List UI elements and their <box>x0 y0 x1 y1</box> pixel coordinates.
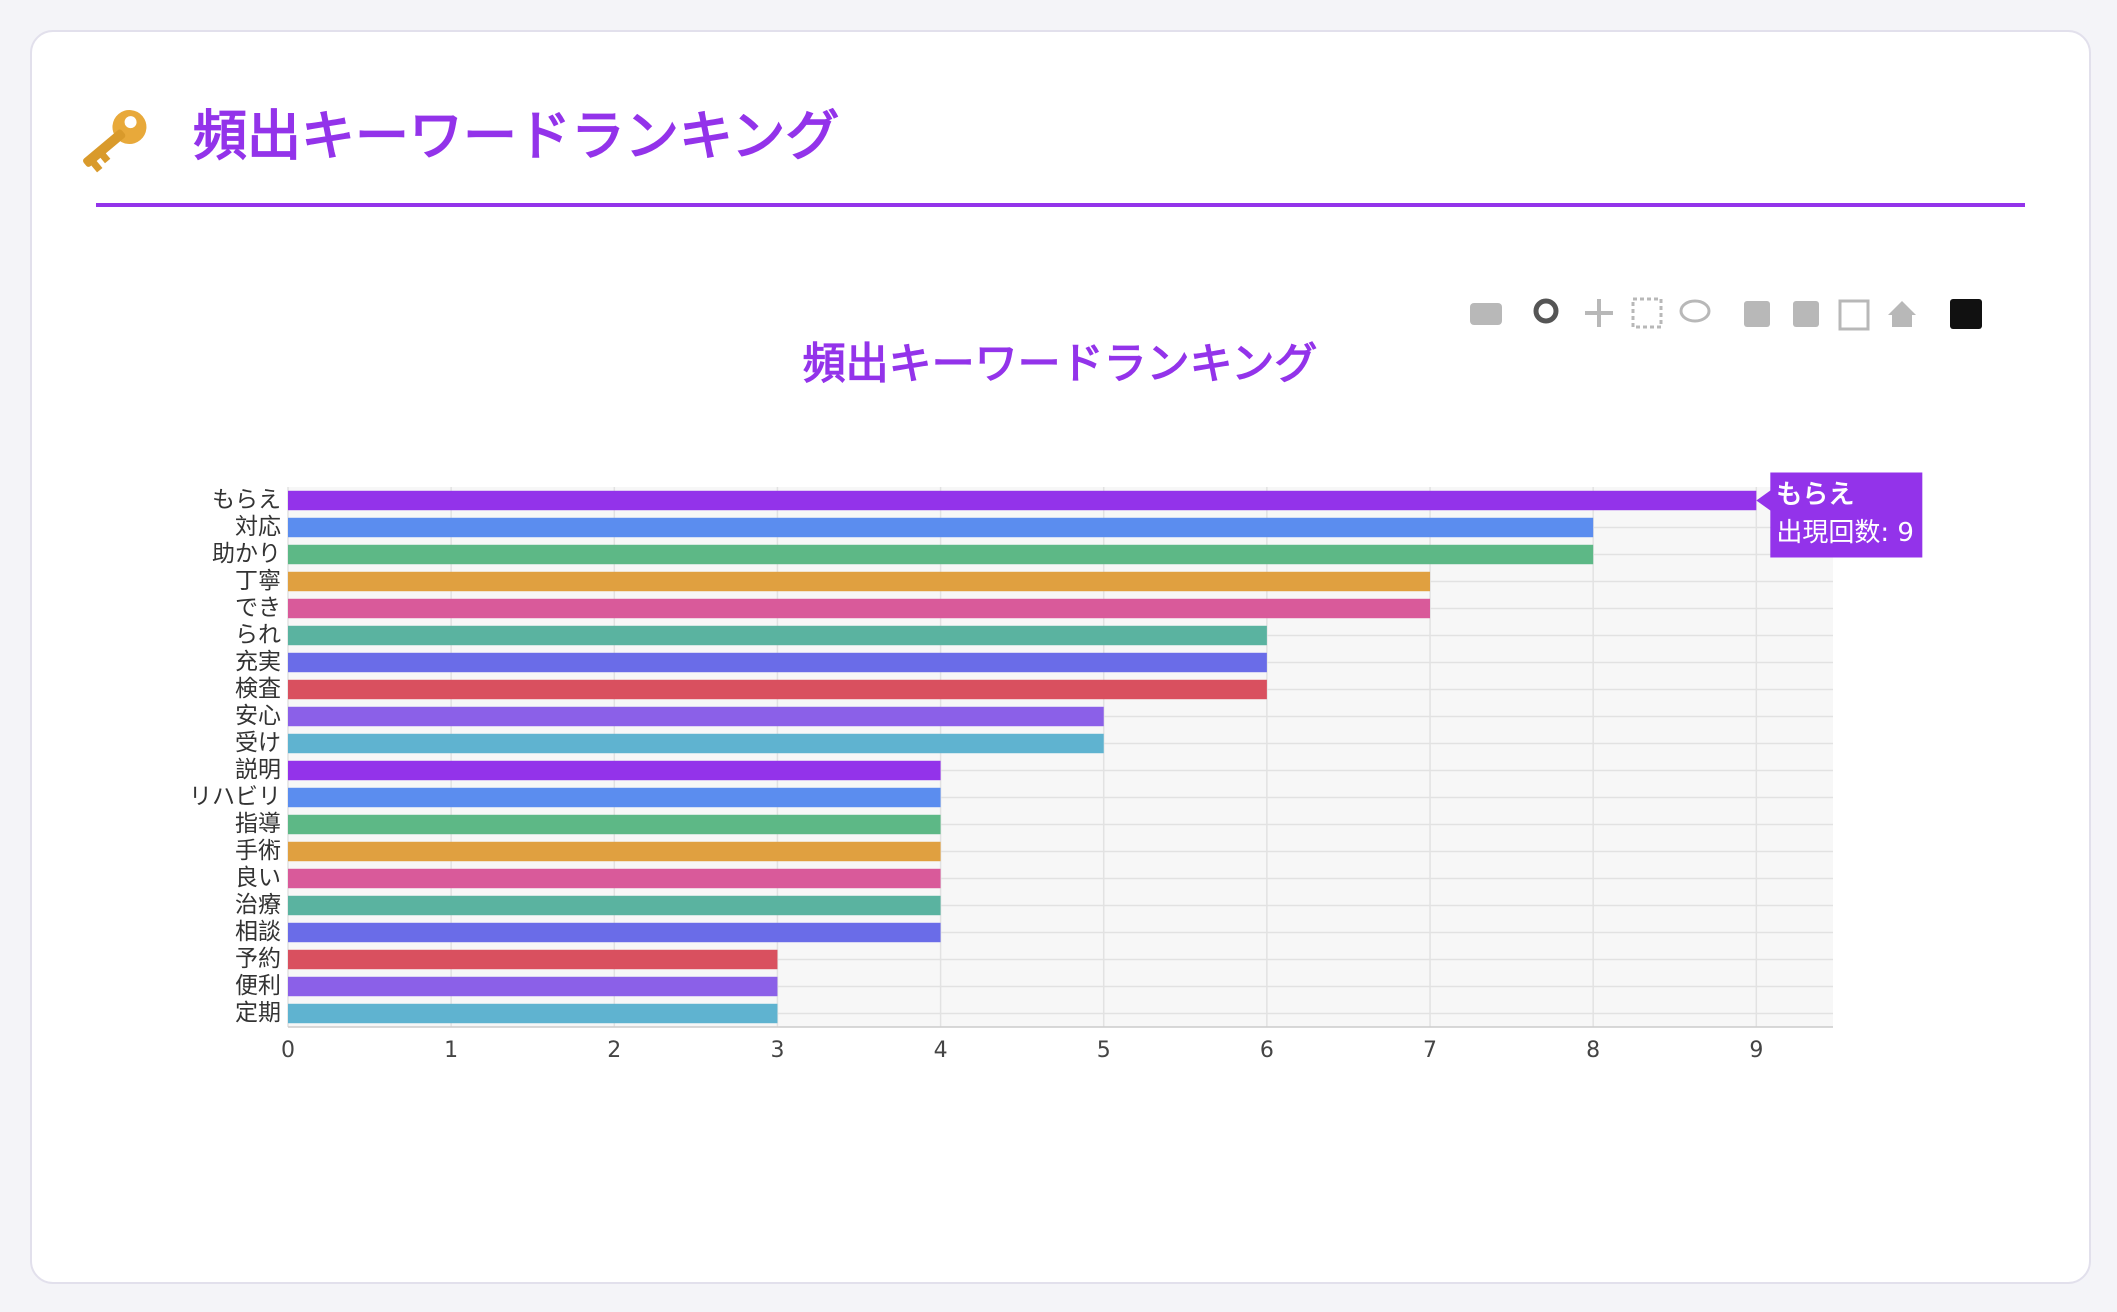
y-tick-label: もらえ <box>212 487 281 513</box>
lasso-button[interactable] <box>1679 299 1711 323</box>
bar <box>288 841 941 862</box>
x-tick-label: 6 <box>1260 1038 1274 1063</box>
x-tick-label: 2 <box>607 1038 621 1063</box>
tooltip-box <box>1756 472 1923 558</box>
y-tick-label: られ <box>235 622 281 648</box>
y-tick-label: 安心 <box>235 703 281 729</box>
y-tick-label: 予約 <box>235 946 281 972</box>
x-tick-label: 8 <box>1586 1038 1600 1063</box>
x-tick-label: 7 <box>1423 1038 1437 1063</box>
bar <box>288 625 1267 646</box>
modebar[interactable] <box>1470 297 1982 331</box>
bar <box>288 706 1104 727</box>
y-tick-label: 手術 <box>235 838 281 864</box>
zoom-out-button[interactable] <box>1793 301 1819 327</box>
plotly-logo[interactable] <box>1950 299 1982 329</box>
x-tick-label: 1 <box>444 1038 458 1063</box>
bar <box>288 949 778 970</box>
x-tick-label: 4 <box>934 1038 948 1063</box>
zoom-in-button[interactable] <box>1744 301 1770 327</box>
plot-area <box>288 487 1833 1027</box>
bar <box>288 598 1431 619</box>
key-icon <box>83 110 147 173</box>
chart-title: 頻出キーワードランキング <box>803 340 1318 390</box>
x-tick-label: 5 <box>1097 1038 1111 1063</box>
bar <box>288 733 1104 754</box>
y-tick-label: 良い <box>235 865 281 891</box>
tooltip-text: 出現回数: 9 <box>1776 518 1914 548</box>
title-rule <box>96 203 2025 207</box>
bar <box>288 571 1431 592</box>
reset-button[interactable] <box>1888 301 1916 327</box>
page-title: 頻出キーワードランキング <box>193 105 839 168</box>
bar <box>288 760 941 781</box>
camera-button[interactable] <box>1470 303 1502 325</box>
x-tick-label: 0 <box>281 1038 295 1063</box>
y-tick-label: 対応 <box>235 514 281 540</box>
bar <box>288 679 1267 700</box>
y-tick-label: 検査 <box>235 676 281 702</box>
y-tick-label: 相談 <box>235 919 281 945</box>
y-tick-label: 丁寧 <box>235 568 281 594</box>
y-tick-label: でき <box>235 595 281 621</box>
y-tick-label: リハビリ <box>189 784 281 810</box>
y-tick-label: 受け <box>235 730 281 756</box>
y-tick-label: 定期 <box>235 1000 281 1026</box>
x-tick-label: 9 <box>1749 1038 1763 1063</box>
bar <box>288 814 941 835</box>
autoscale-button[interactable] <box>1838 299 1870 331</box>
pan-button-v[interactable] <box>1597 299 1601 327</box>
bar <box>288 1003 778 1024</box>
bar <box>288 895 941 916</box>
bar <box>288 544 1594 565</box>
bar <box>288 868 941 889</box>
bar <box>288 787 941 808</box>
y-tick-label: 治療 <box>235 892 281 918</box>
y-tick-label: 助かり <box>212 541 281 567</box>
bar <box>288 652 1267 673</box>
x-tick-label: 3 <box>770 1038 784 1063</box>
bar <box>288 922 941 943</box>
select-button[interactable] <box>1631 297 1663 329</box>
bar <box>288 517 1594 538</box>
y-tick-label: 指導 <box>235 811 281 837</box>
bar <box>288 490 1757 511</box>
y-tick-label: 説明 <box>235 757 281 783</box>
y-tick-label: 充実 <box>235 649 281 675</box>
bar <box>288 976 778 997</box>
zoom-button[interactable] <box>1533 298 1559 324</box>
tooltip-title: もらえ <box>1776 480 1854 510</box>
y-tick-label: 便利 <box>235 973 281 999</box>
